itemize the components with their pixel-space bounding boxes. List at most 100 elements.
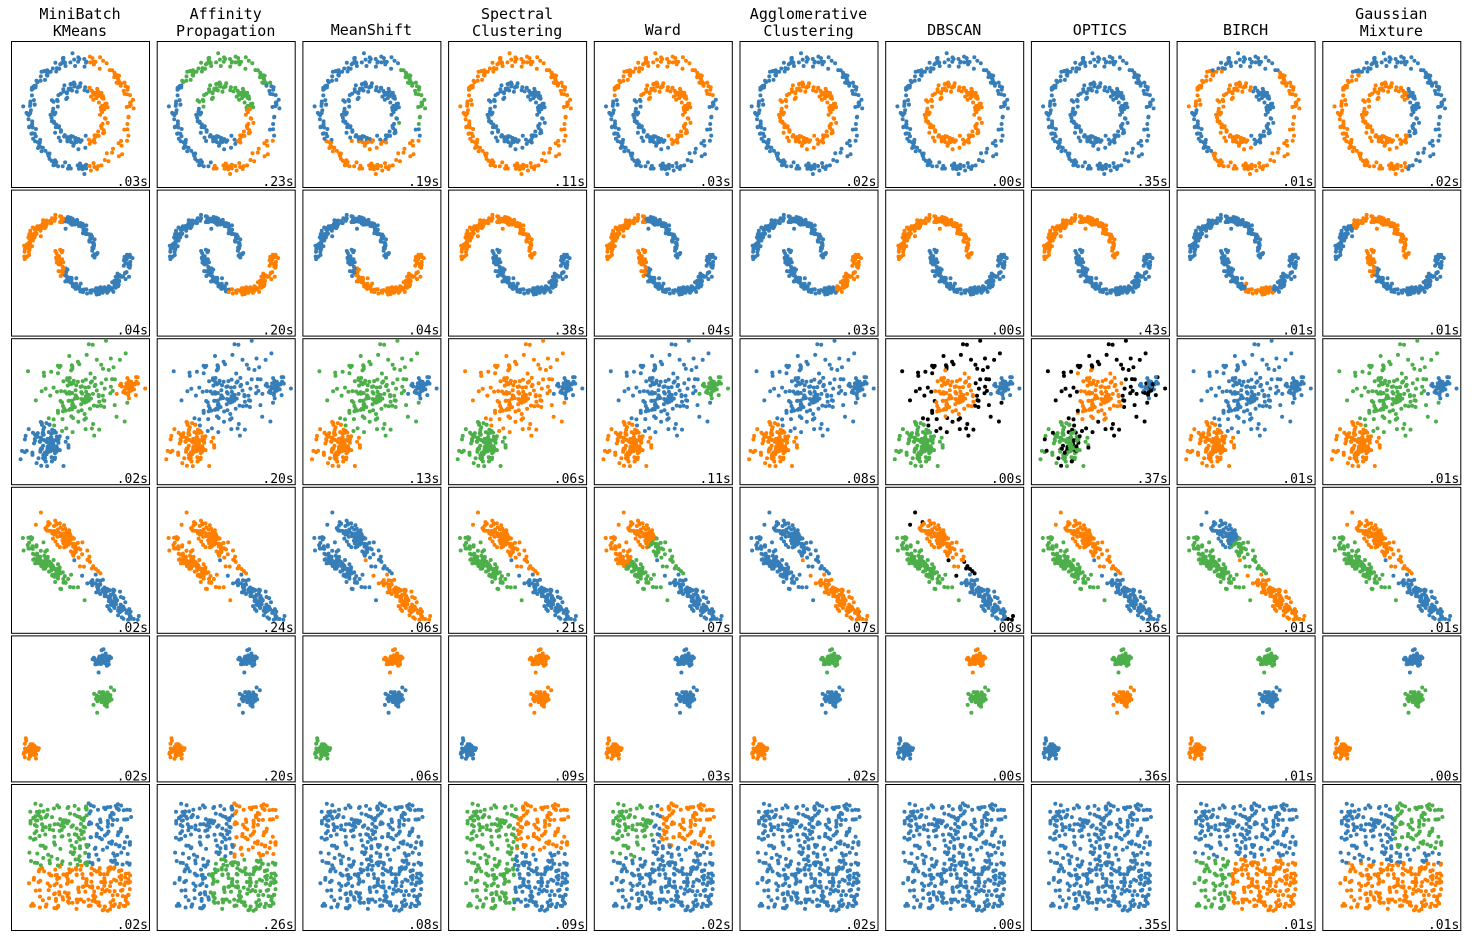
data-point xyxy=(48,112,53,117)
data-point xyxy=(203,247,208,252)
data-point xyxy=(1005,97,1010,102)
data-point xyxy=(113,285,118,290)
data-point xyxy=(973,163,978,168)
data-point xyxy=(192,153,197,158)
data-point xyxy=(330,69,335,74)
data-point xyxy=(751,247,756,252)
data-point xyxy=(110,150,115,155)
data-point xyxy=(55,254,60,259)
data-point xyxy=(860,106,865,111)
data-point xyxy=(805,284,810,289)
data-point xyxy=(673,90,678,95)
data-point xyxy=(124,105,129,109)
data-point xyxy=(322,233,327,238)
data-point xyxy=(525,54,529,59)
data-point xyxy=(1261,94,1266,99)
data-point xyxy=(363,57,368,62)
data-point xyxy=(177,98,182,103)
data-point xyxy=(273,93,278,98)
data-point xyxy=(767,228,771,233)
data-point xyxy=(669,137,674,142)
data-point xyxy=(69,280,74,285)
data-point xyxy=(1092,57,1097,62)
data-point xyxy=(1290,105,1295,109)
data-point xyxy=(1212,153,1217,158)
data-point xyxy=(131,97,135,102)
data-point xyxy=(677,251,682,256)
data-point xyxy=(352,55,357,60)
data-point xyxy=(38,228,43,233)
data-point xyxy=(416,87,421,92)
data-point xyxy=(224,81,229,86)
data-point xyxy=(1237,80,1242,85)
data-point xyxy=(58,247,63,252)
data-point xyxy=(658,163,663,168)
data-point xyxy=(1078,139,1083,143)
data-point xyxy=(615,102,620,107)
data-point xyxy=(361,280,366,285)
data-point xyxy=(1236,51,1241,56)
data-point xyxy=(60,270,65,275)
data-point xyxy=(1242,84,1247,89)
data-point xyxy=(327,140,332,145)
data-point xyxy=(1076,135,1081,140)
data-point xyxy=(522,291,527,296)
data-point xyxy=(956,57,961,61)
data-point xyxy=(189,148,194,153)
data-point xyxy=(1118,112,1122,117)
data-point xyxy=(639,135,644,140)
data-point xyxy=(411,143,415,148)
data-point xyxy=(105,105,110,110)
data-point xyxy=(1201,140,1206,145)
data-point xyxy=(653,219,658,224)
data-point xyxy=(95,94,100,99)
column-title: MeanShift xyxy=(331,21,412,39)
data-point xyxy=(502,267,507,272)
data-point xyxy=(350,214,355,219)
data-point xyxy=(30,225,35,230)
data-point xyxy=(317,117,322,122)
data-point xyxy=(261,279,266,284)
data-point xyxy=(480,77,485,82)
data-point xyxy=(913,74,917,79)
data-point xyxy=(354,160,359,165)
data-point xyxy=(344,110,349,115)
data-point xyxy=(325,78,330,83)
data-point xyxy=(1214,69,1219,74)
data-point xyxy=(615,131,620,136)
data-point xyxy=(175,119,180,124)
timing-label: .03s xyxy=(699,175,730,190)
data-point xyxy=(74,89,79,94)
data-point xyxy=(1062,77,1067,82)
data-point xyxy=(355,226,359,231)
data-point xyxy=(1246,167,1251,172)
data-point xyxy=(965,97,970,102)
data-point xyxy=(965,90,970,95)
data-point xyxy=(975,106,980,111)
data-point xyxy=(822,134,826,139)
data-point xyxy=(372,290,377,294)
data-point xyxy=(257,75,262,80)
data-point xyxy=(1073,130,1077,135)
data-point xyxy=(39,69,44,74)
data-point xyxy=(638,164,643,169)
data-point xyxy=(475,234,480,239)
data-point xyxy=(1383,57,1388,62)
timing-label: .04s xyxy=(699,324,730,339)
data-point xyxy=(644,89,649,94)
data-point xyxy=(539,158,544,162)
data-point xyxy=(977,158,981,162)
data-point xyxy=(1423,70,1428,75)
data-point xyxy=(28,99,33,104)
data-point xyxy=(627,72,632,77)
data-point xyxy=(94,251,99,256)
data-point xyxy=(215,275,220,280)
data-point xyxy=(621,74,626,79)
data-point xyxy=(320,108,325,113)
data-point xyxy=(64,97,69,101)
data-point xyxy=(1393,88,1398,93)
data-point xyxy=(199,110,204,115)
data-point xyxy=(1263,66,1268,71)
data-point xyxy=(1372,89,1377,94)
data-point xyxy=(776,218,781,223)
